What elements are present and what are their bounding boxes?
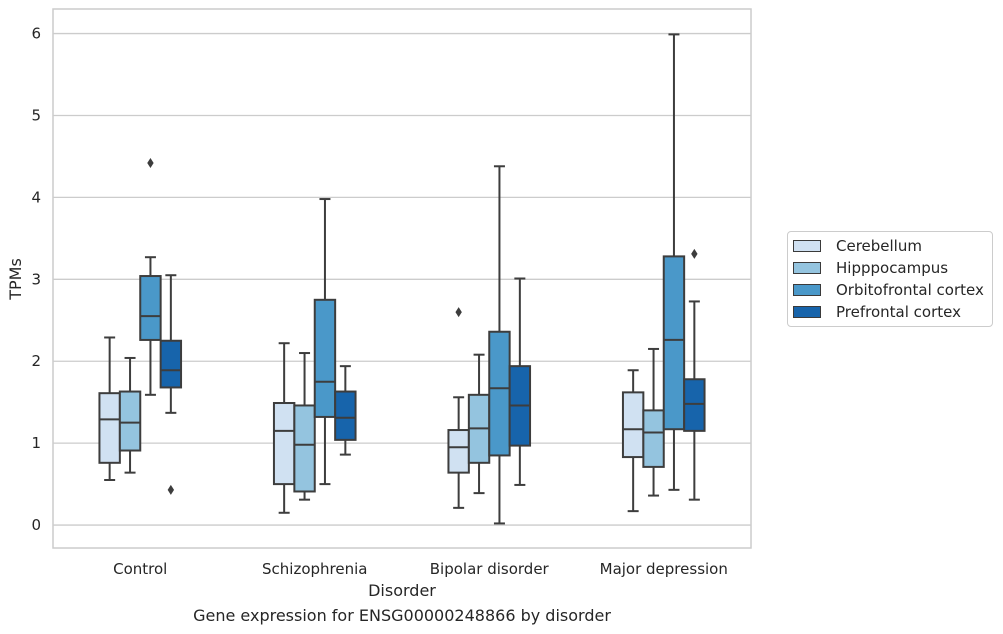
legend-label-cerebellum: Cerebellum	[836, 237, 922, 255]
box-prefrontal-cortex-bipolar-disorder	[508, 277, 532, 486]
outlier-point	[691, 248, 698, 259]
outlier-point	[147, 158, 154, 168]
box-hipppocampus-bipolar-disorder	[467, 353, 491, 495]
outlier-point	[455, 307, 462, 318]
box-cerebellum-control	[98, 336, 121, 482]
box-body	[683, 378, 706, 432]
box-cerebellum-bipolar-disorder	[447, 307, 470, 509]
box-series	[98, 33, 706, 525]
legend-swatch-orbitofrontal-cortex	[793, 284, 821, 296]
box-body	[139, 275, 162, 341]
box-body	[447, 429, 470, 474]
box-body	[334, 390, 357, 441]
legend-item-cerebellum: Cerebellum	[793, 236, 922, 256]
box-orbitofrontal-cortex-control	[139, 158, 162, 396]
box-body	[313, 298, 337, 418]
box-hipppocampus-major-depression	[642, 347, 665, 497]
outlier-point	[167, 484, 175, 495]
box-orbitofrontal-cortex-major-depression	[662, 33, 686, 491]
y-tick-label: 4	[31, 188, 41, 206]
x-tick-label: Control	[113, 560, 167, 578]
box-hipppocampus-schizophrenia	[293, 352, 316, 501]
box-orbitofrontal-cortex-bipolar-disorder	[488, 165, 511, 525]
legend-label-hippocampus: Hipppocampus	[836, 259, 949, 277]
box-body	[621, 391, 645, 459]
legend-label-orbitofrontal-cortex: Orbitofrontal cortex	[836, 281, 984, 299]
y-tick-label: 1	[31, 434, 41, 452]
box-prefrontal-cortex-major-depression	[683, 248, 706, 501]
box-hipppocampus-control	[118, 356, 142, 474]
box-cerebellum-major-depression	[621, 369, 645, 513]
y-tick-label: 2	[31, 352, 41, 370]
box-cerebellum-schizophrenia	[272, 342, 296, 514]
x-axis-title: Disorder	[368, 581, 436, 600]
box-body	[293, 404, 316, 493]
x-tick-label: Major depression	[600, 560, 728, 578]
box-prefrontal-cortex-control	[159, 274, 183, 495]
box-body	[118, 390, 142, 452]
legend-item-orbitofrontal-cortex: Orbitofrontal cortex	[793, 280, 984, 300]
legend-swatch-prefrontal-cortex	[793, 306, 821, 318]
legend-swatch-hippocampus	[793, 262, 821, 274]
legend-swatch-cerebellum	[793, 240, 821, 252]
x-tick-label: Bipolar disorder	[430, 560, 550, 578]
y-axis-title: TPMs	[6, 258, 25, 301]
x-tick-label: Schizophrenia	[262, 560, 367, 578]
plot-frame	[52, 8, 752, 549]
box-prefrontal-cortex-schizophrenia	[334, 365, 357, 456]
box-orbitofrontal-cortex-schizophrenia	[313, 198, 337, 486]
y-tick-label: 3	[31, 270, 41, 288]
legend-item-prefrontal-cortex: Prefrontal cortex	[793, 302, 961, 322]
box-body	[642, 409, 665, 468]
y-tick-label: 0	[31, 516, 41, 534]
legend-label-prefrontal-cortex: Prefrontal cortex	[836, 303, 961, 321]
box-body	[488, 330, 511, 457]
box-body	[272, 402, 296, 486]
axes: 0 1 2 3 4 5 6 Control Schizophrenia Bipolar disor…	[31, 25, 727, 578]
box-body	[159, 339, 183, 389]
legend: Cerebellum Hipppocampus Orbitofrontal co…	[787, 231, 993, 327]
box-body	[662, 255, 686, 431]
legend-item-hippocampus: Hipppocampus	[793, 258, 948, 278]
y-tick-label: 5	[31, 106, 41, 124]
chart-caption: Gene expression for ENSG00000248866 by d…	[193, 606, 611, 625]
y-tick-label: 6	[31, 25, 41, 43]
box-body	[98, 392, 121, 464]
